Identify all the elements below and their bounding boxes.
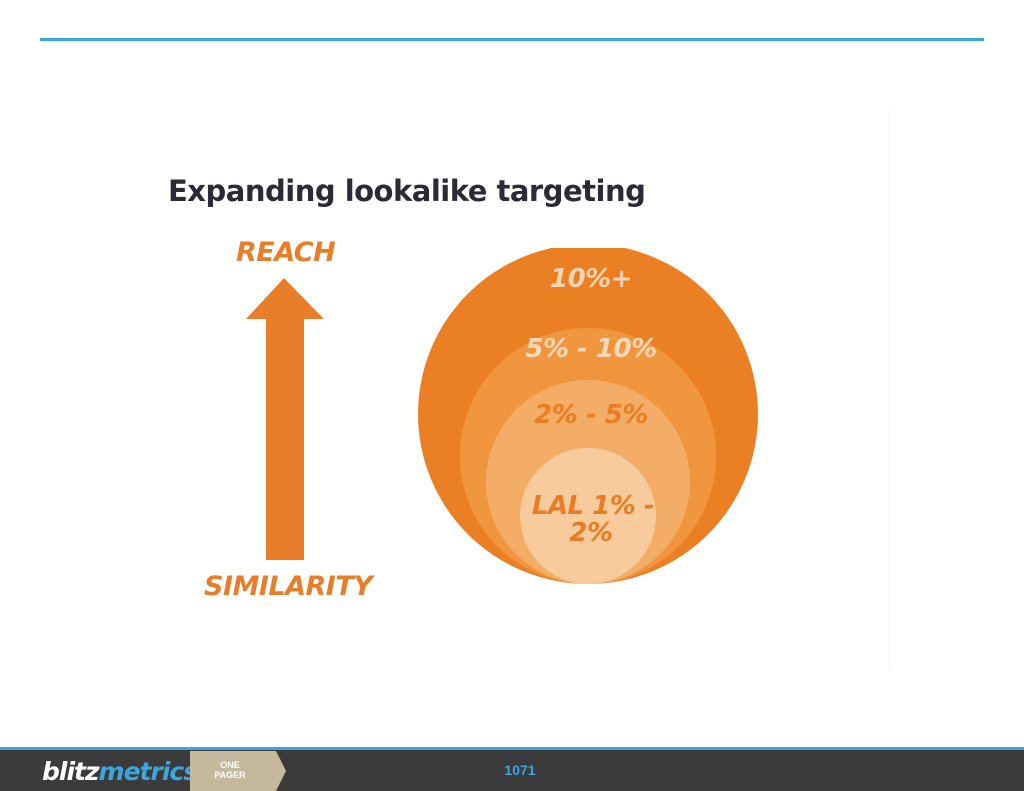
ring-label-10-plus: 10%+ [550,264,632,294]
up-arrow-icon [246,278,324,560]
lookalike-rings-diagram: 10%+ 5% - 10% 2% - 5% LAL 1% - 2% [418,248,758,584]
ring-label-1-2-line2: 2% [569,518,612,548]
footer-accent-line [0,747,1024,750]
page-number: 1071 [504,762,536,778]
blitzmetrics-logo: blitzmetrics [42,757,199,786]
side-divider [889,110,890,670]
one-pager-tab [190,751,286,791]
footer-bar [0,747,1024,791]
top-divider [40,38,984,41]
ring-label-1-2-line1: LAL 1% - [532,491,654,521]
ring-label-5-10: 5% - 10% [525,334,656,364]
logo-metrics: metrics [98,757,199,786]
logo-blitz: blitz [42,757,100,786]
reach-label: REACH [236,237,336,268]
one-pager-tab-shape [190,751,286,791]
one-pager-line2: PAGER [214,770,246,780]
slide-title: Expanding lookalike targeting [168,174,646,208]
one-pager-line1: ONE [220,760,240,770]
up-arrow-shape [246,278,324,560]
one-pager-label: ONE PAGER [200,760,260,780]
ring-label-2-5: 2% - 5% [534,400,648,430]
ring-1-2 [520,448,656,584]
similarity-label: SIMILARITY [204,571,373,602]
